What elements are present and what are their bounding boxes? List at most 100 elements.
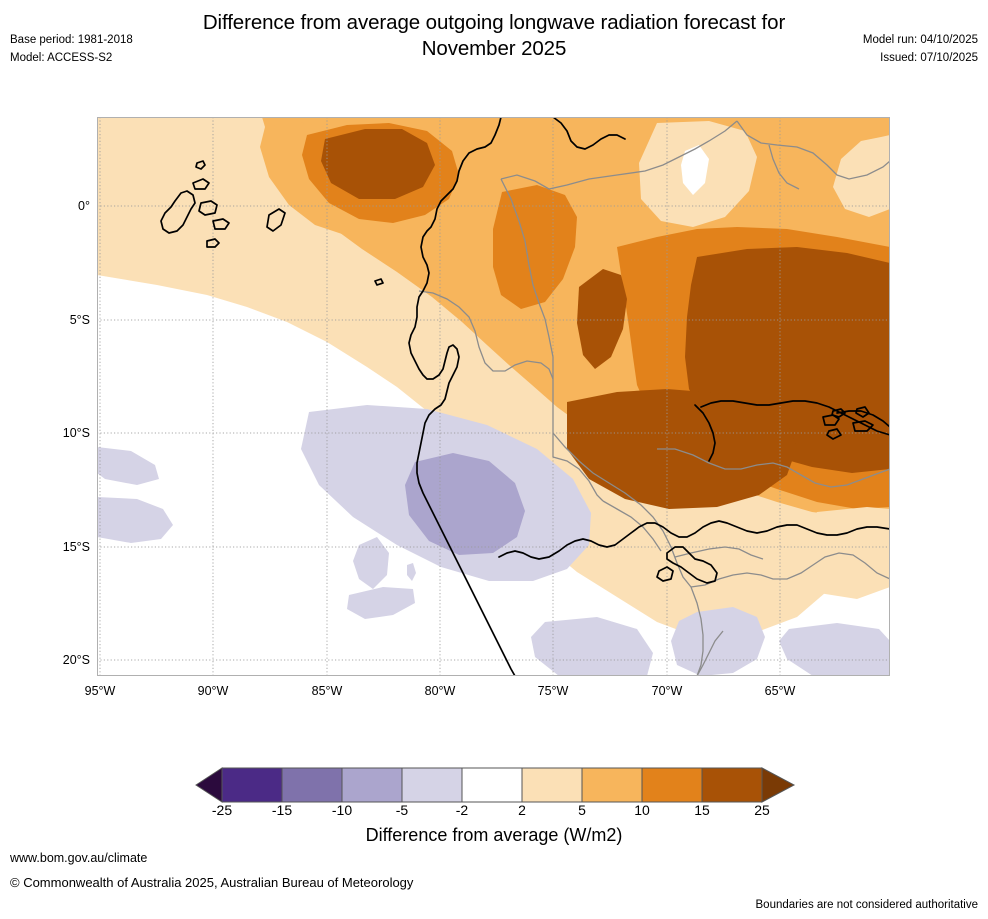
colorbar-tick--2: -2 [455,802,469,818]
base-period-text: Base period: 1981-2018 [10,34,133,46]
colorbar-tick-25: 25 [754,802,770,818]
galapagos-san-cristobal [206,238,220,248]
border-venezuela-brazil [736,120,890,180]
border-colombia-venezuela [500,120,738,190]
border-brazil-guyana [768,144,800,190]
coast-marker-1 [374,278,384,286]
website-text: www.bom.gov.au/climate [10,851,148,865]
contour-band-neg5-neg10-core [405,453,525,555]
galapagos-santiago [192,178,210,190]
y-tick-0: 0° [78,199,90,213]
border-peru-brazil [552,432,692,588]
coastline-south-america-pacific [408,117,516,676]
amazon-delta-detail [836,410,890,428]
border-brazil-acre [602,500,662,552]
colorbar [190,763,800,807]
amazon-river [498,520,890,560]
contour-band-15-25-col-patch [577,269,627,369]
contour-band-15-25-south-lobe [567,389,797,509]
contour-band-neg2-neg5-se1 [671,607,765,676]
graticule [97,117,890,676]
galapagos-pinta [195,160,206,170]
small-lake-3 [826,428,842,440]
galapagos-isabela [160,190,196,234]
header-left-metadata: Base period: 1981-2018 Model: ACCESS-S2 [10,31,133,67]
map-canvas [97,117,890,676]
anomaly-map [97,117,890,676]
disclaimer-text: Boundaries are not considered authoritat… [755,899,978,911]
contour-band-neg2-neg5-se2 [779,623,890,676]
colorbar-tick--15: -15 [271,802,293,818]
colorbar-title: Difference from average (W/m2) [365,825,623,845]
lake-titicaca [666,546,718,584]
colorbar-swatch-1 [281,767,343,803]
colorbar-arrow-high [761,767,796,803]
issued-text: Issued: 07/10/2025 [880,52,978,64]
contour-band-15-25-nw-patch [321,129,435,199]
colorbar-swatch-7 [641,767,703,803]
amazon-river-north-branch [700,400,890,436]
contour-band-neg2-neg5-w4 [347,587,415,619]
border-bolivia-brazil [690,552,890,588]
border-brazil-amazonas-para [657,448,890,488]
colorbar-svg [195,767,796,803]
amazon-island-2 [852,420,874,432]
contour-band-neg2-neg5-w1 [97,447,159,485]
colorbar-tick--10: -10 [331,802,353,818]
galapagos-floreana [266,208,286,232]
model-run-text: Model run: 04/10/2025 [862,34,978,46]
galapagos-fernandina [212,218,230,230]
page-title: Difference from average outgoing longwav… [0,10,988,62]
x-tick-70W: 70°W [651,684,683,698]
contour-band-neg2-neg5-w3 [353,537,389,589]
colorbar-tick--5: -5 [395,802,409,818]
x-tick-80W: 80°W [424,684,456,698]
colorbar-tick-2: 2 [518,802,526,818]
colorbar-tick--25: -25 [211,802,233,818]
colorbar-swatch-4 [461,767,523,803]
y-tick-10S: 10°S [62,426,90,440]
small-lake-2 [855,406,870,418]
x-tick-75W: 75°W [537,684,569,698]
contour-band-neg2-neg5-w2 [97,497,173,543]
model-text: Model: ACCESS-S2 [10,52,113,64]
border-brazil-interior [552,456,604,502]
title-line-1: Difference from average outgoing longwav… [202,11,786,34]
header-right-metadata: Model run: 04/10/2025 Issued: 07/10/2025 [863,31,978,67]
x-tick-85W: 85°W [311,684,343,698]
coastline [160,117,890,676]
y-tick-5S: 5°S [69,313,90,327]
amazon-river-tributary [694,404,716,462]
filled-contours [97,117,890,676]
colorbar-arrow-low [195,767,223,803]
x-tick-90W: 90°W [197,684,229,698]
contour-band-neg2-neg5-se3 [531,617,653,676]
y-axis-labels: 0° 5°S 10°S 15°S 20°S [0,0,90,919]
border-colombia-brazil [500,178,554,457]
small-lake-1 [831,408,846,418]
colorbar-swatch-5 [521,767,583,803]
border-peru-bolivia [690,586,704,676]
contour-hole-white-upper [681,145,709,195]
colorbar-swatch-6 [581,767,643,803]
x-tick-65W: 65°W [764,684,796,698]
y-tick-15S: 15°S [62,540,90,554]
colorbar-swatch-8 [701,767,763,803]
colorbar-swatch-0 [221,767,283,803]
y-tick-20S: 20°S [62,653,90,667]
galapagos-santa-cruz [198,200,218,216]
colorbar-swatch-2 [341,767,403,803]
colorbar-tick-5: 5 [578,802,586,818]
contour-band-10-15-colombia [493,185,577,309]
coastline-venezuela [552,117,626,150]
country-borders [418,120,890,676]
contour-band-neg2-neg5-w5 [407,563,416,581]
border-chile-peru-coast [696,630,724,676]
map-frame [97,117,890,676]
x-tick-95W: 95°W [84,684,116,698]
colorbar-swatch-3 [401,767,463,803]
colorbar-swatches [195,767,796,803]
border-bolivia-north [674,546,764,560]
copyright-text: © Commonwealth of Australia 2025, Austra… [10,875,414,890]
